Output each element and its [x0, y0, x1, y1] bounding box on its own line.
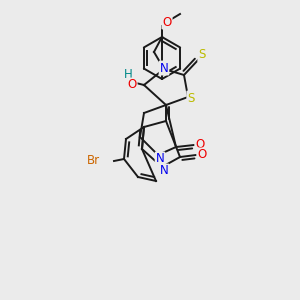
Text: N: N [160, 164, 168, 178]
Text: S: S [187, 92, 195, 104]
Text: Br: Br [87, 154, 100, 167]
Text: O: O [197, 148, 207, 161]
Text: N: N [160, 61, 168, 74]
Text: S: S [198, 49, 206, 62]
Text: H: H [124, 68, 132, 82]
Text: O: O [128, 79, 136, 92]
Text: O: O [195, 139, 205, 152]
Text: O: O [162, 16, 172, 28]
Text: N: N [156, 152, 164, 166]
